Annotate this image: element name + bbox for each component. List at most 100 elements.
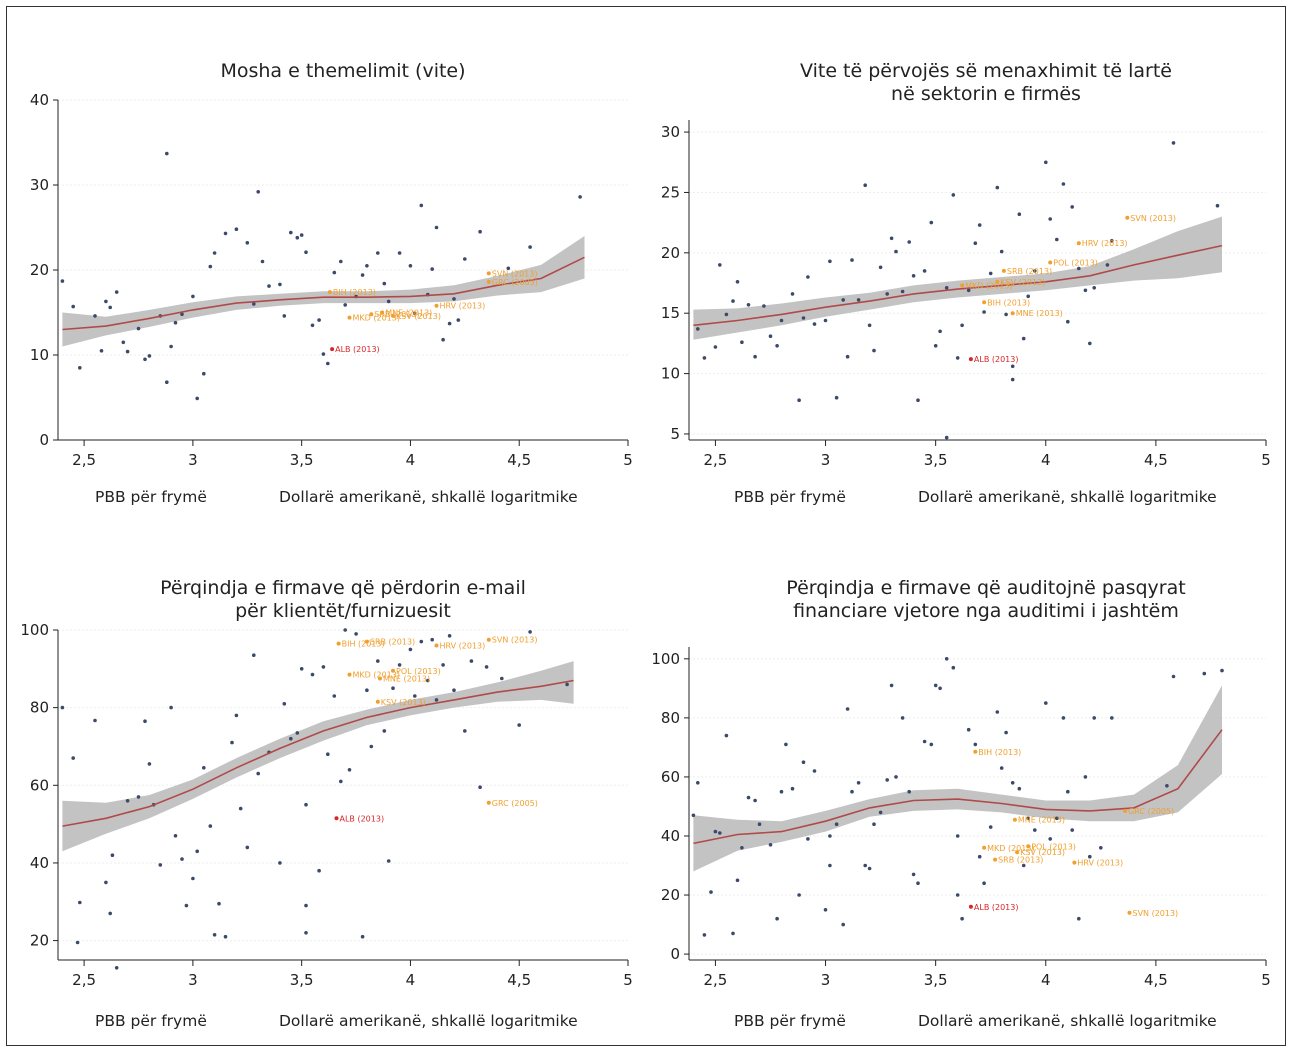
y-tick-label: 30 [661, 123, 680, 141]
data-point [1110, 239, 1114, 243]
country-point [1001, 268, 1006, 273]
data-point [1070, 828, 1074, 832]
data-point [256, 190, 261, 194]
country-label: BIH (2013) [978, 748, 1021, 757]
data-point [740, 846, 744, 850]
data-point [252, 653, 256, 657]
data-point [452, 688, 456, 692]
data-point [382, 729, 387, 733]
x-tick-label: 4 [1041, 971, 1051, 989]
data-point [234, 713, 239, 718]
country-point [1010, 311, 1015, 316]
country-label: ALB (2013) [340, 814, 385, 823]
data-point [1088, 854, 1092, 859]
country-label: MKD (2013) [987, 844, 1034, 853]
data-point [343, 303, 348, 307]
data-point [775, 344, 779, 348]
data-point [93, 718, 97, 723]
data-point [245, 241, 250, 245]
data-point [1004, 730, 1008, 735]
data-point [797, 893, 801, 897]
data-point [1083, 288, 1088, 293]
data-point [988, 825, 993, 829]
data-point [916, 398, 920, 403]
data-point [110, 853, 115, 857]
data-point [1088, 341, 1092, 346]
data-point [753, 354, 757, 359]
y-tick-label: 40 [30, 854, 49, 872]
data-point [955, 893, 960, 897]
country-point [347, 672, 352, 677]
country-label: KSV (2013) [381, 698, 426, 707]
data-point [834, 395, 839, 400]
data-point [885, 778, 889, 782]
data-point [369, 744, 374, 749]
country-point [330, 347, 335, 352]
data-point [326, 361, 330, 366]
data-point [995, 710, 1000, 714]
data-point [872, 348, 876, 353]
country-label: MKD (2013) [353, 671, 400, 680]
data-point [125, 349, 130, 354]
data-point [382, 281, 387, 286]
x-caption-right: Dollarë amerikanë, shkallë logaritmike [279, 1012, 578, 1030]
data-point [709, 890, 713, 894]
data-point [434, 698, 439, 702]
data-point [779, 318, 784, 323]
data-point [746, 795, 751, 800]
data-point [99, 349, 104, 353]
data-point [850, 258, 854, 262]
data-point [988, 271, 993, 276]
data-point [121, 340, 126, 345]
data-point [922, 739, 927, 744]
data-point [900, 289, 905, 294]
country-point [336, 641, 341, 646]
country-label: MKD (2013) [965, 281, 1012, 290]
data-point [1010, 377, 1015, 382]
data-point [834, 822, 839, 826]
data-point [1220, 668, 1224, 673]
data-point [326, 752, 330, 756]
country-point [434, 643, 439, 648]
data-point [376, 251, 380, 255]
data-point [180, 312, 184, 317]
data-point [1044, 701, 1048, 705]
data-point [234, 227, 239, 231]
confidence-band [693, 685, 1222, 872]
data-point [238, 806, 243, 811]
data-point [973, 241, 978, 245]
country-label: HRV (2013) [440, 302, 486, 311]
country-point [375, 699, 380, 704]
country-label: SVN (2013) [492, 636, 538, 645]
data-point [966, 727, 971, 732]
data-point [191, 876, 195, 881]
data-point [911, 872, 916, 877]
y-tick-label: 80 [30, 699, 49, 717]
data-point [982, 881, 986, 885]
data-point [108, 305, 112, 310]
chart-title: Mosha e themelimit (vite) [220, 60, 466, 82]
data-point [578, 195, 582, 199]
data-point [304, 250, 308, 254]
data-point [779, 789, 784, 794]
data-point [938, 329, 942, 334]
data-point [289, 230, 293, 235]
y-tick-label: 20 [661, 886, 680, 904]
country-label: SVN (2013) [1133, 909, 1179, 918]
country-label: SRB (2013) [374, 310, 419, 319]
data-point [806, 275, 810, 279]
data-point [933, 344, 938, 348]
data-point [413, 694, 417, 698]
y-tick-label: 30 [30, 176, 49, 194]
data-point [718, 831, 722, 835]
data-point [173, 320, 178, 325]
data-point [365, 688, 369, 692]
x-tick-label: 2,5 [703, 451, 727, 469]
data-point [260, 259, 265, 264]
data-point [768, 334, 773, 339]
data-point [775, 916, 779, 921]
data-point [147, 762, 152, 766]
data-point [850, 789, 854, 794]
data-point [951, 193, 956, 197]
x-tick-label: 4,5 [507, 451, 531, 469]
